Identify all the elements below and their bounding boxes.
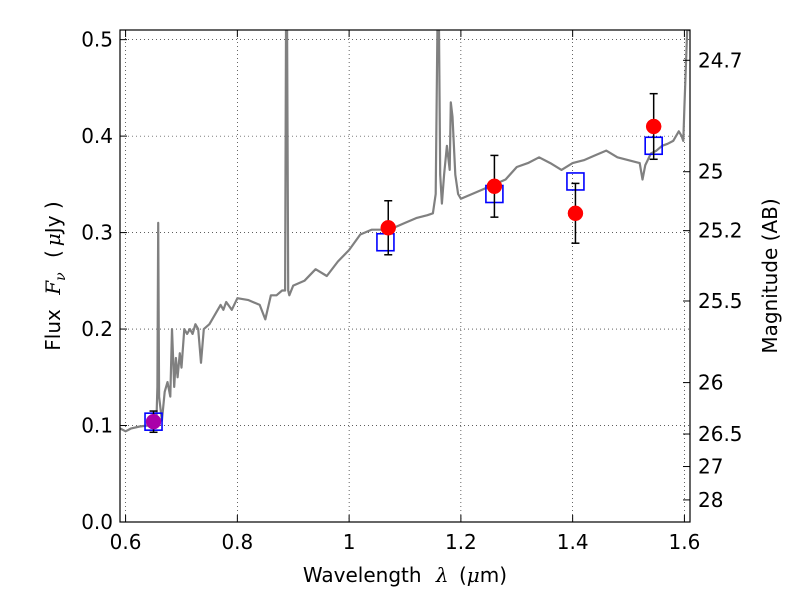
- y2-tick-label: 25: [698, 160, 723, 184]
- x-tick-label: 1.2: [445, 530, 477, 554]
- plot-background: [120, 30, 690, 522]
- x-axis-title: Wavelength λ (μm): [303, 563, 507, 587]
- y-axis-title-unit-close: Jy ): [41, 201, 65, 235]
- x-axis-title-text: Wavelength: [303, 563, 422, 587]
- optical-data-marker: [145, 413, 162, 430]
- x-tick-label: 1: [343, 530, 356, 554]
- y-tick-label: 0.4: [81, 124, 113, 148]
- y-tick-label: 0.1: [81, 414, 113, 438]
- y2-tick-label: 27: [698, 455, 723, 479]
- y2-tick-label: 26: [698, 371, 723, 395]
- y-axis-title-unit-open: (: [41, 250, 65, 258]
- plot-frame: [119, 29, 691, 523]
- x-tick-label: 1.6: [669, 530, 701, 554]
- y-axis-title-symbol: F: [41, 280, 65, 296]
- grid: [120, 30, 690, 522]
- x-axis-title-unit-close: m): [480, 563, 507, 587]
- y-axis-title: Flux Fν ( μJy ): [41, 201, 70, 350]
- y2-tick-label: 25.5: [698, 289, 743, 313]
- y-tick-label: 0.0: [81, 510, 113, 534]
- x-tick-label: 0.6: [110, 530, 142, 554]
- y-tick-label: 0.2: [81, 317, 113, 341]
- y2-axis-title: Magnitude (AB): [758, 198, 782, 353]
- data-area: [120, 30, 690, 434]
- observed-photometry-marker: [486, 178, 503, 195]
- y-axis-title-unit-mu: μ: [41, 233, 65, 246]
- y2-tick-label: 26.5: [698, 422, 743, 446]
- axes: 0.6 0.8 1 1.2 1.4 1.6 0.0 0.1 0.2 0.3 0.4 0.5 24.7 25…: [81, 28, 742, 554]
- x-axis-title-unit-open: (: [459, 563, 467, 587]
- y-axis-title-subscript: ν: [53, 272, 69, 281]
- observed-photometry-marker: [645, 118, 662, 135]
- y2-tick-label: 25.2: [698, 219, 743, 243]
- y-tick-label: 0.3: [81, 221, 113, 245]
- x-tick-label: 0.8: [221, 530, 253, 554]
- x-axis-title-symbol: λ: [435, 563, 449, 587]
- y-tick-label: 0.5: [81, 28, 113, 52]
- y-axis-title-text: Flux: [41, 309, 65, 351]
- y2-tick-label: 28: [698, 488, 723, 512]
- spectrum-line: [120, 30, 690, 433]
- x-tick-label: 1.4: [557, 530, 589, 554]
- observed-photometry-marker: [567, 205, 584, 222]
- y2-tick-label: 24.7: [698, 48, 743, 72]
- x-axis-title-unit-mu: μ: [467, 563, 480, 587]
- observed-photometry-marker: [380, 220, 396, 236]
